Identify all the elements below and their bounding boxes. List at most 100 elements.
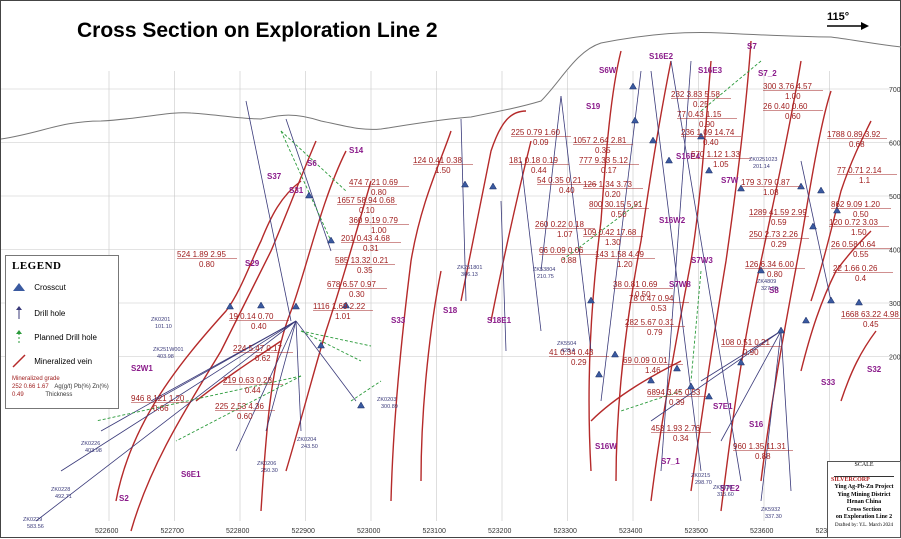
vein-label: S16E4 <box>676 152 701 161</box>
drill-hole-depth: 583.56 <box>27 524 44 530</box>
grade-label: 524 1.89 2.95 <box>177 250 226 259</box>
legend-label-vein: Mineralized vein <box>34 357 93 366</box>
orientation-label: 115° <box>827 11 850 23</box>
thickness-label: 0.66 <box>153 404 169 413</box>
grade-label: 236 1.09 14.74 <box>681 128 735 137</box>
drafted-by: Drafted by: Y.L. March 2024 <box>834 522 894 528</box>
drill-hole-label: ZK5910 <box>713 485 732 491</box>
crosscut-marker <box>757 266 765 274</box>
grade-label: 224 5.47 0.17 <box>233 344 282 353</box>
thickness-label: 1.05 <box>713 160 729 169</box>
crosscut-marker <box>833 206 841 214</box>
thickness-label: 1.50 <box>851 228 867 237</box>
thickness-label: 0.60 <box>785 112 801 121</box>
drill-hole-depth: 327.30 <box>761 286 778 292</box>
x-axis-label: 523600 <box>750 528 773 535</box>
grade-label: 6894 3.45 0.53 <box>647 388 701 397</box>
vein-label: S14 <box>349 146 364 155</box>
grade-label: 108 0.51 0.21 <box>721 338 770 347</box>
grade-label: 201 0.43 4.68 <box>341 234 390 243</box>
vein-label: S18E1 <box>487 316 512 325</box>
thickness-label: Thickness <box>45 392 73 398</box>
thickness-label: 0.55 <box>853 250 869 259</box>
vein-label: S7 <box>747 42 757 51</box>
drawing-title-2: on Exploration Line 2 <box>835 514 893 520</box>
scale-bar <box>834 470 894 477</box>
vein-label: S6 <box>307 159 317 168</box>
drill-hole-label: ZK5504 <box>557 341 576 347</box>
crosscut-marker <box>461 180 469 188</box>
thickness-label: 0.50 <box>635 290 651 299</box>
crosscut-marker <box>647 376 655 384</box>
crosscut-marker <box>855 298 863 306</box>
vein-label: S2 <box>119 494 129 503</box>
crosscut-marker <box>226 302 234 310</box>
drill-hole-depth: 298.70 <box>695 480 712 486</box>
thickness-label: 0.29 <box>771 240 787 249</box>
drill-hole-label: ZK5932 <box>761 507 780 513</box>
thickness-label: 0.34 <box>673 434 689 443</box>
grade-label: 38 0.81 0.69 <box>613 280 658 289</box>
grade-label: 126 1.34 3.73 <box>583 180 632 189</box>
crosscut-marker <box>809 222 817 230</box>
drill-hole-depth: 403.98 <box>157 354 174 360</box>
crosscut-icon <box>13 283 25 291</box>
drill-hole-label: ZK0226 <box>81 441 100 447</box>
crosscut-marker <box>673 364 681 372</box>
grade-label: 960 1.35 11.31 <box>733 442 786 451</box>
crosscut-marker <box>697 132 705 140</box>
drill-hole-label: ZK0204 <box>297 437 316 443</box>
legend-grade-example: 252 0.66 1.67 Ag(g/t) Pb(%) Zn(%) <box>12 384 109 390</box>
thickness-label: 0.29 <box>571 358 587 367</box>
planned-drill-icon <box>16 330 22 343</box>
grade-label: 22 1.66 0.26 <box>833 264 878 273</box>
topography-line <box>1 31 901 140</box>
grade-label: 282 5.67 0.31 <box>625 318 674 327</box>
north-arrow-head <box>861 22 869 30</box>
vein-label: S33 <box>821 378 836 387</box>
legend-heading: LEGEND <box>12 260 62 272</box>
map-title: Cross Section on Exploration Line 2 <box>77 19 438 42</box>
x-axis-label: 522700 <box>161 528 184 535</box>
thickness-label: 0.39 <box>669 398 685 407</box>
thickness-label: 0.80 <box>199 260 215 269</box>
x-axis-label: 523200 <box>488 528 511 535</box>
thickness-label: 0.59 <box>771 218 787 227</box>
thickness-label: 0.25 <box>693 100 709 109</box>
drill-hole-label: ZK251801 <box>457 265 482 271</box>
thickness-label: 1.01 <box>335 312 351 321</box>
grade-example-value: 252 0.66 1.67 <box>12 384 49 390</box>
thickness-label: 1.00 <box>785 92 801 101</box>
thickness-label: 0.50 <box>853 210 869 219</box>
vein-label: S29 <box>245 259 260 268</box>
crosscut-marker <box>705 166 713 174</box>
grade-label: 225 0.79 1.60 <box>511 128 560 137</box>
thickness-label: 1.50 <box>435 166 451 175</box>
vein-label: S7_1 <box>661 457 680 466</box>
thickness-label: 1.20 <box>617 260 633 269</box>
thickness-label: 0.17 <box>601 166 617 175</box>
grade-label: 219 0.63 0.28 <box>223 376 272 385</box>
thickness-label: 1.1 <box>859 176 871 185</box>
legend-item-vein: Mineralized vein <box>12 354 92 370</box>
thickness-label: 0.40 <box>559 186 575 195</box>
thickness-label: 0.60 <box>237 412 253 421</box>
thickness-label: 0.10 <box>359 206 375 215</box>
drill-hole-depth: 250.30 <box>261 468 278 474</box>
thickness-label: 0.40 <box>703 138 719 147</box>
crosscut-marker <box>665 156 673 164</box>
vein-label: S6W <box>599 66 617 75</box>
thickness-label: 1.00 <box>371 226 387 235</box>
drill-hole-depth: 300.89 <box>381 404 398 410</box>
grade-label: 143 1.58 4.49 <box>595 250 644 259</box>
grade-label: 77 0.43 1.15 <box>677 110 722 119</box>
grade-example-units: Ag(g/t) Pb(%) Zn(%) <box>54 384 109 390</box>
drill-hole-depth: 210.75 <box>537 274 554 280</box>
x-axis-label: 523300 <box>554 528 577 535</box>
crosscut-marker <box>317 341 325 349</box>
vein-label: S32 <box>867 365 882 374</box>
thickness-label: 0.09 <box>533 138 549 147</box>
x-axis-label: 523500 <box>685 528 708 535</box>
